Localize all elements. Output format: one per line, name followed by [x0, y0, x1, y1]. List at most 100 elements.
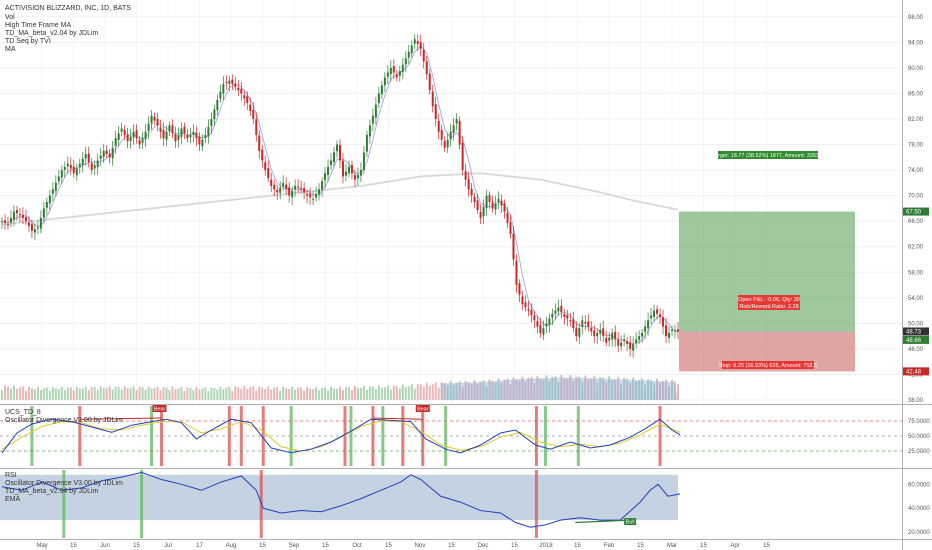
volume-bar — [650, 380, 653, 400]
candle-body — [569, 320, 572, 322]
candle-body — [434, 104, 437, 119]
volume-bar — [389, 389, 392, 400]
time-axis[interactable]: May 15 Jun 15 Jul 17 Aug 15 Sep 15 Oct 15 Nov 15 Dec 15… — [0, 539, 932, 550]
volume-bar — [126, 388, 129, 400]
candle-body — [503, 203, 506, 212]
candle-body — [48, 195, 51, 204]
volume-bar — [659, 382, 662, 400]
volume-bar — [593, 375, 596, 400]
volume-bar — [608, 376, 611, 400]
volume-bar — [371, 386, 374, 400]
candle-body — [312, 198, 315, 200]
volume-bar — [665, 379, 668, 400]
volume-bar — [392, 385, 395, 400]
volume-bar — [380, 387, 383, 400]
volume-bar — [207, 391, 210, 400]
oscillator-tick-label: 25.0000 — [908, 449, 930, 455]
target-zone[interactable] — [679, 211, 855, 332]
trade-labels: Target: 18.77 (38.52%) 1877, Amount: 336… — [712, 151, 824, 369]
candle-body — [30, 224, 33, 231]
price-tick-label: 58.00 — [908, 270, 924, 276]
candle-body — [186, 134, 189, 139]
volume-bar — [69, 387, 72, 400]
volume-bar — [455, 382, 458, 400]
candle-body — [291, 190, 294, 198]
candle-body — [395, 74, 398, 78]
candle-body — [629, 342, 632, 349]
candle-body — [117, 133, 120, 141]
candle-body — [446, 139, 449, 148]
oscillator-pane-2[interactable]: Bull RSI Oscillator Divergence V3.00 by … — [0, 468, 932, 540]
price-tick-label: 38.00 — [908, 398, 924, 404]
volume-bar — [282, 386, 285, 400]
candle-body — [168, 125, 171, 131]
price-tick-label: 86.00 — [908, 91, 924, 97]
buy-signal-bar — [381, 406, 385, 466]
candle-body — [458, 120, 461, 145]
legend-item-ma: MA — [5, 46, 16, 53]
candle-body — [231, 79, 234, 84]
candle-body — [677, 329, 679, 332]
price-axis[interactable]: 98.00 94.00 90.00 86.00 82.00 78.00 74.00 70.00… — [903, 15, 929, 404]
volume-bar — [183, 390, 186, 400]
volume-bar — [285, 388, 288, 400]
volume-bar — [461, 387, 464, 400]
target-label: Target: 18.77 (38.52%) 1877, Amount: 336… — [712, 153, 823, 159]
candle-body — [353, 175, 356, 180]
volume-bar — [219, 386, 222, 400]
oscillator-axis: 60.0000 40.0000 20.0000 — [908, 482, 930, 536]
candle-body — [195, 132, 198, 139]
volume-bar — [440, 382, 443, 400]
candle-body — [288, 187, 291, 196]
candle-body — [183, 126, 186, 134]
volume-bar — [267, 386, 270, 400]
price-tick-label: 94.00 — [908, 40, 924, 46]
candle-body — [234, 84, 237, 88]
volume-bar — [377, 385, 380, 400]
candlesticks — [1, 34, 679, 358]
volume-bar — [674, 381, 677, 400]
oscillator-pane-1[interactable]: Bear Bear UCS_TD_8 Oscillator Divergence … — [0, 404, 932, 468]
time-tick-label: 15 — [259, 543, 266, 549]
volume-bar — [413, 388, 416, 400]
volume-bar — [174, 389, 177, 400]
volume-bar — [306, 387, 309, 400]
volume-bar — [551, 376, 554, 400]
volume-bar — [336, 388, 339, 400]
candle-body — [452, 125, 455, 133]
volume-bar — [629, 382, 632, 400]
volume-bar — [581, 381, 584, 400]
time-tick-label: 15 — [763, 543, 770, 549]
time-tick-label: 15 — [385, 543, 392, 549]
candle-body — [273, 184, 276, 190]
volume-bar — [512, 377, 515, 400]
volume-bar — [428, 385, 431, 400]
candle-body — [147, 123, 150, 132]
volume-bar — [288, 389, 291, 400]
candle-body — [593, 330, 596, 337]
candle-body — [578, 328, 581, 337]
volume-bar — [578, 376, 581, 400]
candle-body — [297, 186, 300, 188]
legend-item-vol: Vol — [5, 14, 15, 21]
volume-bar — [84, 386, 87, 400]
volume-bar — [431, 384, 434, 400]
candle-body — [365, 134, 368, 152]
time-tick-label: Sep — [289, 543, 300, 549]
volume-bar — [542, 379, 545, 400]
candle-body — [674, 330, 677, 332]
candle-body — [240, 88, 243, 94]
candle-body — [605, 337, 608, 343]
price-tag-box — [903, 207, 929, 216]
candle-body — [246, 96, 249, 103]
candle-body — [374, 104, 377, 118]
candle-body — [219, 91, 222, 99]
candle-body — [572, 319, 575, 329]
volume-bar — [401, 384, 404, 400]
volume-bar — [554, 376, 557, 400]
volume-bar — [60, 386, 63, 400]
volume-bar — [273, 387, 276, 400]
volume-bar — [105, 388, 108, 400]
candle-body — [368, 125, 371, 137]
volume-bar — [386, 385, 389, 400]
